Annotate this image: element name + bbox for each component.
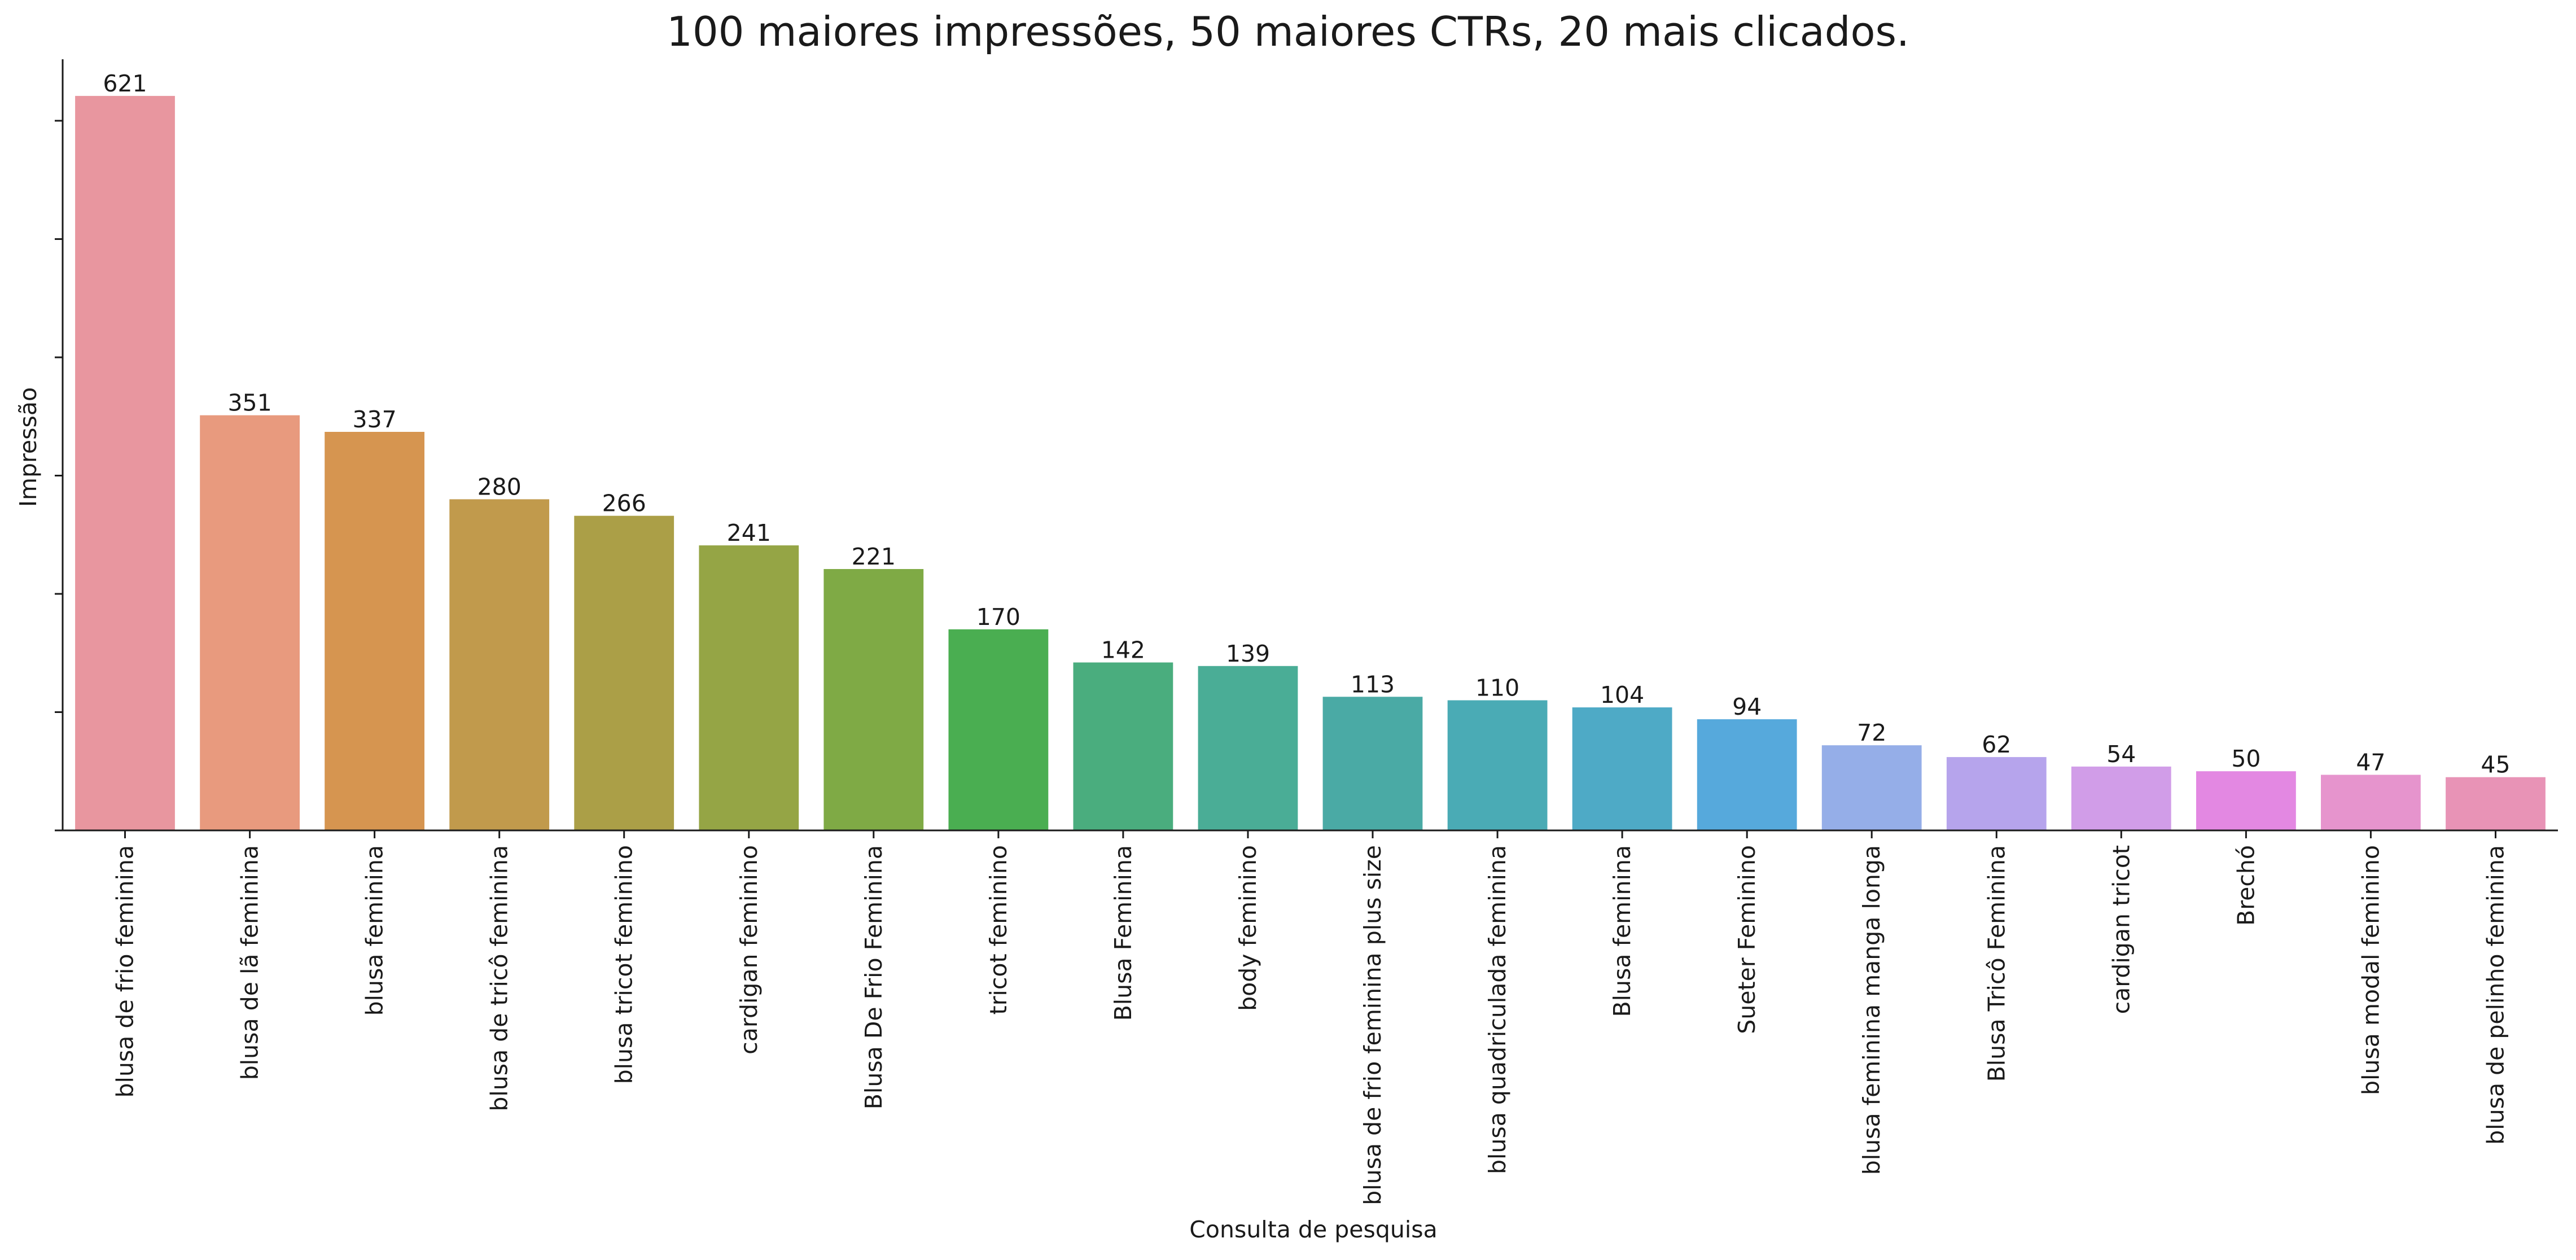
data-label: 62 bbox=[1982, 731, 2011, 758]
bar bbox=[823, 569, 924, 830]
bar bbox=[325, 432, 424, 830]
bar bbox=[574, 515, 674, 830]
data-label: 139 bbox=[1226, 640, 1270, 667]
bar bbox=[1697, 719, 1797, 830]
bar bbox=[1322, 697, 1423, 830]
x-tick-label: blusa de lã feminina bbox=[236, 845, 264, 1080]
bar bbox=[75, 95, 175, 830]
bar bbox=[449, 499, 550, 830]
data-label: 72 bbox=[1857, 719, 1886, 746]
bars-group bbox=[75, 95, 2546, 830]
data-label: 351 bbox=[227, 390, 271, 417]
x-tick-label: blusa modal feminino bbox=[2357, 845, 2384, 1095]
x-axis: blusa de frio feminina blusa de lã femini… bbox=[63, 829, 2558, 1205]
x-tick-label: blusa de frio feminina bbox=[112, 845, 139, 1097]
x-tick-label: Brechó bbox=[2232, 845, 2259, 926]
bar bbox=[1572, 707, 1672, 830]
data-label: 142 bbox=[1101, 637, 1145, 664]
x-tick-label: blusa de frio feminina plus size bbox=[1359, 845, 1386, 1205]
bar bbox=[200, 415, 300, 830]
data-label: 266 bbox=[602, 490, 646, 517]
y-axis bbox=[55, 59, 64, 832]
x-tick-label: blusa de tricô feminina bbox=[486, 845, 513, 1112]
data-label: 621 bbox=[103, 70, 147, 97]
bar bbox=[2196, 771, 2296, 830]
data-label: 110 bbox=[1475, 675, 1519, 702]
bar bbox=[2321, 775, 2421, 830]
data-label: 170 bbox=[976, 603, 1020, 631]
x-tick-label: tricot feminino bbox=[985, 845, 1012, 1015]
data-label: 54 bbox=[2106, 741, 2136, 768]
x-tick-label: blusa tricot feminino bbox=[611, 845, 638, 1084]
bar bbox=[2071, 766, 2171, 830]
x-tick-label: cardigan tricot bbox=[2108, 845, 2135, 1014]
x-tick-label: blusa feminina manga longa bbox=[1858, 845, 1885, 1175]
x-tick-label: Blusa Feminina bbox=[1110, 845, 1137, 1021]
data-label: 94 bbox=[1732, 693, 1762, 720]
data-label: 113 bbox=[1351, 671, 1395, 698]
data-label: 280 bbox=[477, 473, 522, 500]
data-label: 337 bbox=[352, 406, 396, 433]
x-tick-label: blusa quadriculada feminina bbox=[1484, 845, 1511, 1174]
bar bbox=[948, 629, 1049, 830]
x-tick-label: body feminino bbox=[1234, 845, 1261, 1011]
x-tick-label: cardigan feminino bbox=[735, 845, 763, 1055]
bar bbox=[1198, 666, 1298, 830]
data-label: 45 bbox=[2481, 751, 2510, 778]
data-label: 221 bbox=[852, 543, 896, 570]
bar bbox=[2446, 777, 2546, 830]
x-tick-label: Blusa De Frio Feminina bbox=[860, 845, 887, 1109]
data-label: 241 bbox=[727, 519, 771, 546]
bar bbox=[1946, 757, 2047, 830]
bar bbox=[1447, 700, 1548, 830]
bar bbox=[1073, 662, 1173, 830]
bar bbox=[699, 545, 799, 830]
x-axis-title: Consulta de pesquisa bbox=[1189, 1216, 1437, 1243]
x-tick-label: Blusa feminina bbox=[1609, 845, 1636, 1017]
data-label: 104 bbox=[1600, 681, 1644, 708]
bar bbox=[1821, 745, 1922, 830]
data-label: 47 bbox=[2356, 749, 2385, 776]
y-axis-title: Impressão bbox=[15, 387, 42, 507]
x-tick-label: blusa de pelinho feminina bbox=[2482, 845, 2509, 1145]
chart-title: 100 maiores impressões, 50 maiores CTRs,… bbox=[667, 8, 1909, 55]
data-labels-group: 621 351 337 280 266 241 221 170 142 139 113 110 104 9… bbox=[103, 70, 2510, 778]
data-label: 50 bbox=[2231, 745, 2260, 772]
x-tick-label: Blusa Tricô Feminina bbox=[1983, 845, 2010, 1082]
x-tick-label: Sueter Feminino bbox=[1733, 845, 1760, 1034]
x-tick-label: blusa feminina bbox=[361, 845, 388, 1016]
